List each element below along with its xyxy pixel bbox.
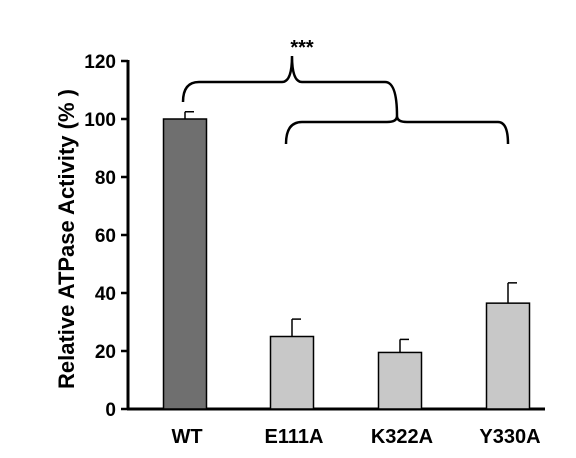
x-category-label: K322A xyxy=(371,426,433,448)
y-tick-label: 120 xyxy=(84,52,116,73)
y-tick-label: 100 xyxy=(84,110,116,131)
significance-bracket-top xyxy=(181,55,399,117)
bar-wt xyxy=(162,118,208,410)
significance-stars: *** xyxy=(290,37,314,59)
y-tick-label: 40 xyxy=(95,284,116,305)
bars xyxy=(162,118,531,410)
x-axis-category-labels: WT E111A K322A Y330A xyxy=(171,426,540,448)
y-axis-title: Relative ATPase Activity (% ) xyxy=(54,89,79,389)
significance-bracket: *** xyxy=(181,37,510,145)
bar-k322a xyxy=(377,351,423,410)
x-category-label: Y330A xyxy=(479,426,540,448)
y-tick-label: 0 xyxy=(105,400,116,421)
bar-y330a xyxy=(485,302,531,410)
y-tick-label: 80 xyxy=(95,168,116,189)
x-category-label: E111A xyxy=(265,426,324,448)
error-bars xyxy=(184,111,517,353)
significance-bracket-mutants xyxy=(284,115,510,145)
bar-e111a xyxy=(269,335,315,410)
y-tick-label: 60 xyxy=(95,226,116,247)
y-tick-label: 20 xyxy=(95,342,116,363)
y-axis-ticks: 0 20 40 60 80 100 120 xyxy=(84,52,128,421)
x-category-label: WT xyxy=(171,426,202,448)
